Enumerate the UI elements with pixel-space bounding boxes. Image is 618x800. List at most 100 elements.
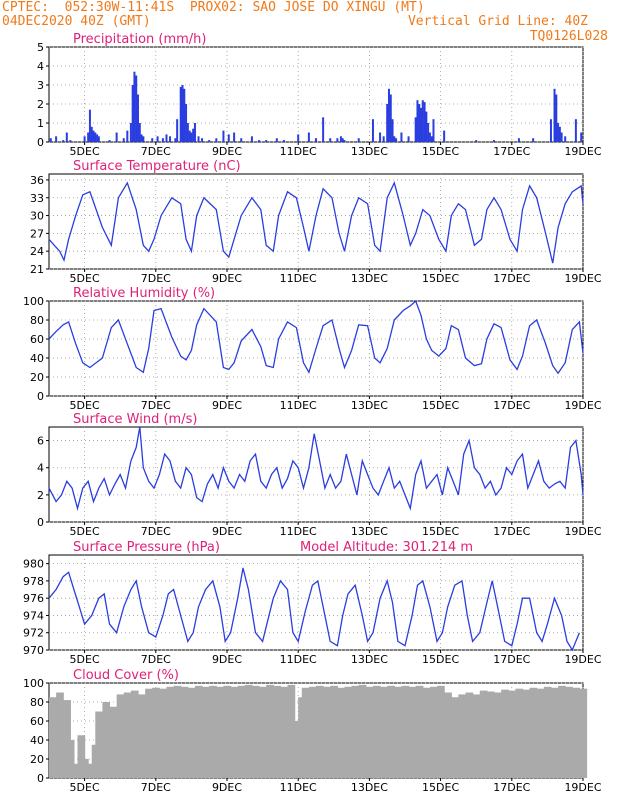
precipitation-bar [357,138,360,142]
precipitation-bar [62,140,65,142]
precipitation-bar [307,132,310,142]
cloud-cover-bar [458,694,467,778]
cloud-cover-xtick-label: 13DEC [351,781,388,794]
humidity-xtick-label: 9DEC [212,399,242,412]
cloud-cover-xtick-label: 5DEC [70,781,100,794]
temperature-series-line [48,181,584,264]
precipitation-bar [169,136,172,142]
header-model-id: TQ0126L028 [529,29,608,44]
cloud-cover-bar [251,685,260,778]
precipitation-bar [179,86,182,142]
cloud-cover-bar [209,685,217,778]
precipitation-bar [83,136,86,142]
humidity-xtick-label: 13DEC [351,399,388,412]
temperature-ytick-label: 21 [30,263,44,276]
precipitation-bar [133,71,136,142]
precipitation-bar [379,132,382,142]
cloud-cover-bar [244,684,253,778]
cloud-cover-bar [123,692,132,778]
temperature-ytick-label: 36 [30,174,44,187]
wind-xtick-label: 9DEC [212,525,242,538]
precipitation-bar [197,136,200,142]
precipitation-bar [574,119,577,142]
temperature-xtick-label: 15DEC [422,272,459,285]
humidity-xtick-label: 11DEC [280,399,317,412]
cloud-cover-bar [237,685,246,778]
precipitation-ytick-label: 4 [37,60,44,73]
precipitation-bar [339,136,342,142]
cloud-cover-ytick-label: 40 [30,734,44,747]
cloud-cover-bar [152,687,160,778]
cloud-cover-ytick-label: 0 [37,772,44,785]
pressure-xtick-label: 7DEC [141,653,171,666]
cloud-cover-bar [116,694,125,778]
precipitation-bar [227,134,230,142]
precipitation-bar [428,132,431,142]
pressure-xtick-label: 11DEC [280,653,317,666]
precipitation-bar [201,138,204,142]
precipitation-bar [131,85,134,142]
cloud-cover-bar [508,690,516,778]
humidity-ytick-label: 20 [30,371,44,384]
cloud-cover-bar [494,692,502,778]
pressure-series-line [48,567,581,652]
cloud-cover-bar [408,686,417,778]
cloud-cover-bar [543,686,552,778]
precipitation-bar [371,119,374,142]
cloud-cover-bar [102,702,111,778]
cloud-cover-bar [202,686,210,778]
wind-xtick-label: 11DEC [280,525,317,538]
cloud-cover-bar [180,686,189,778]
precipitation-bar [555,94,558,142]
precipitation-bar [215,138,218,142]
cloud-cover-bar [109,706,118,778]
precipitation-bar [336,138,339,142]
precipitation-bar [90,126,93,142]
wind-xtick-label: 7DEC [141,525,171,538]
chart-header: CPTEC: 052:30W-11:41S PROX02: SAO JOSE D… [0,0,618,46]
precipitation-bar [183,88,186,142]
precipitation-bar [192,128,195,142]
precipitation-bar [138,123,141,142]
cloud-cover-bar [259,686,267,778]
temperature-xtick-label: 19DEC [564,272,601,285]
precipitation-bar [427,123,430,142]
cloud-cover-bar [63,700,71,778]
cloud-cover-bar [451,697,459,778]
precipitation-bar [240,138,243,142]
precipitation-bar [387,88,390,142]
cloud-cover-xtick-label: 19DEC [564,781,601,794]
cloud-cover-bar [437,685,445,778]
precipitation-bar [233,132,236,142]
precipitation-bar [122,138,125,142]
precipitation-ytick-label: 2 [37,98,44,111]
cloud-cover-xtick-label: 11DEC [280,781,317,794]
precipitation-bar [532,138,535,142]
precipitation-bar [407,136,410,142]
cloud-cover-bar [358,684,367,778]
precipitation-ytick-label: 5 [37,41,44,54]
precipitation-bar [418,104,421,142]
precipitation-bar [549,119,552,142]
precipitation-bar [140,134,143,142]
cloud-cover-bar [479,690,488,778]
precipitation-bar [115,132,118,142]
precipitation-bar [129,123,132,142]
pressure-title: Surface Pressure (hPa) [73,540,220,555]
cloud-cover-bar [394,686,403,778]
pressure-ytick-label: 976 [23,592,44,605]
precipitation-bar [493,140,495,142]
precipitation-bar [156,136,159,142]
wind-frame [48,426,584,523]
precipitation-ytick-label: 1 [37,117,44,130]
precipitation-bar [400,132,403,142]
precipitation-bar [88,109,91,142]
cloud-cover-bar [77,735,86,778]
precipitation-bar [208,140,211,142]
humidity-xtick-label: 15DEC [422,399,459,412]
humidity-xtick-label: 19DEC [564,399,601,412]
wind-ytick-label: 2 [37,489,44,502]
precipitation-bar [165,134,168,142]
pressure-xtick-label: 5DEC [70,653,100,666]
precipitation-xtick-label: 17DEC [493,145,530,158]
